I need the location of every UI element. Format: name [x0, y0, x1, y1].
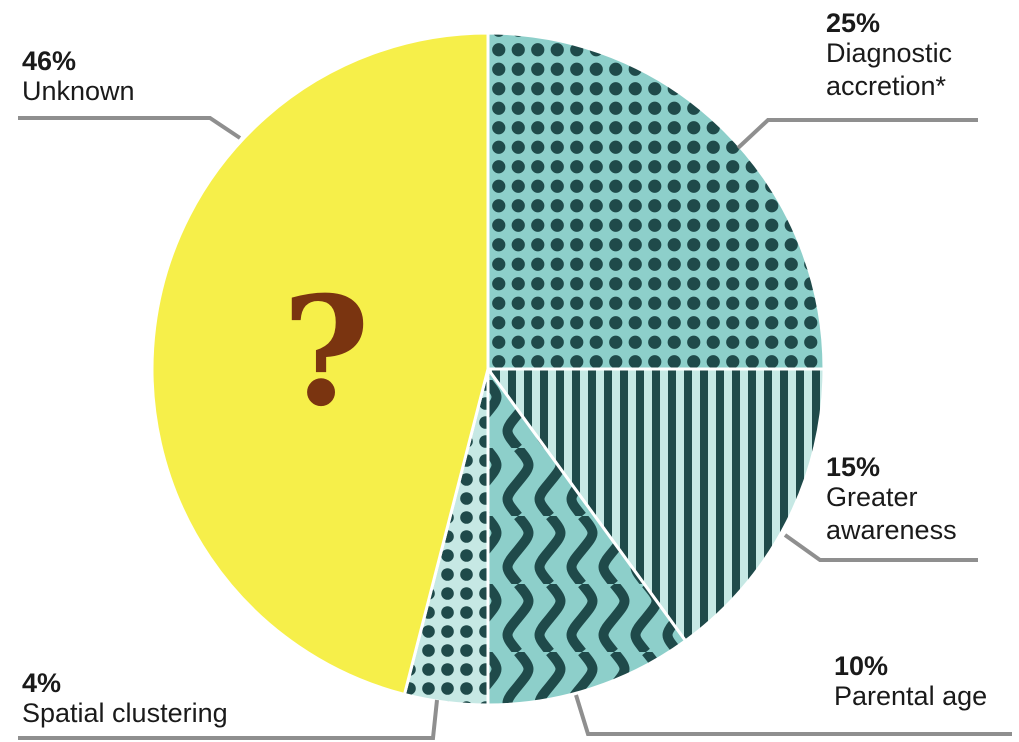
slice-name-label-diagnostic-accretion-line-1: Diagnostic [826, 38, 952, 68]
slice-name-label-spatial-clustering: Spatial clustering [22, 698, 228, 728]
slice-name-label-diagnostic-accretion-line-2: accretion* [826, 71, 947, 101]
pie-slice-unknown [150, 31, 490, 696]
leader-line-spatial-clustering [18, 699, 439, 740]
slice-name-label-parental-age: Parental age [834, 681, 987, 711]
slice-name-label-greater-awareness-line-1: Greater [826, 482, 918, 512]
slice-value-label-diagnostic-accretion: 25% [826, 8, 880, 38]
slice-name-label-unknown: Unknown [22, 76, 135, 106]
leader-line-unknown [18, 116, 242, 140]
slice-value-label-spatial-clustering: 4% [22, 668, 61, 698]
leader-line-parental-age [574, 694, 1012, 736]
slice-value-label-greater-awareness: 15% [826, 452, 880, 482]
slice-name-label-greater-awareness-line-2: awareness [826, 515, 957, 545]
pie-slice-diagnostic-accretion [486, 31, 826, 371]
pie-slice-greater-awareness [486, 367, 826, 643]
slice-value-label-parental-age: 10% [834, 651, 888, 681]
leader-line-greater-awareness [783, 533, 978, 562]
slice-value-label-unknown: 46% [22, 46, 76, 76]
pie-slices [150, 31, 826, 707]
pie-slice-parental-age [486, 367, 687, 707]
leader-line-diagnostic-accretion [736, 118, 978, 150]
unknown-question-mark: ? [282, 264, 370, 440]
leader-lines [18, 116, 1012, 740]
